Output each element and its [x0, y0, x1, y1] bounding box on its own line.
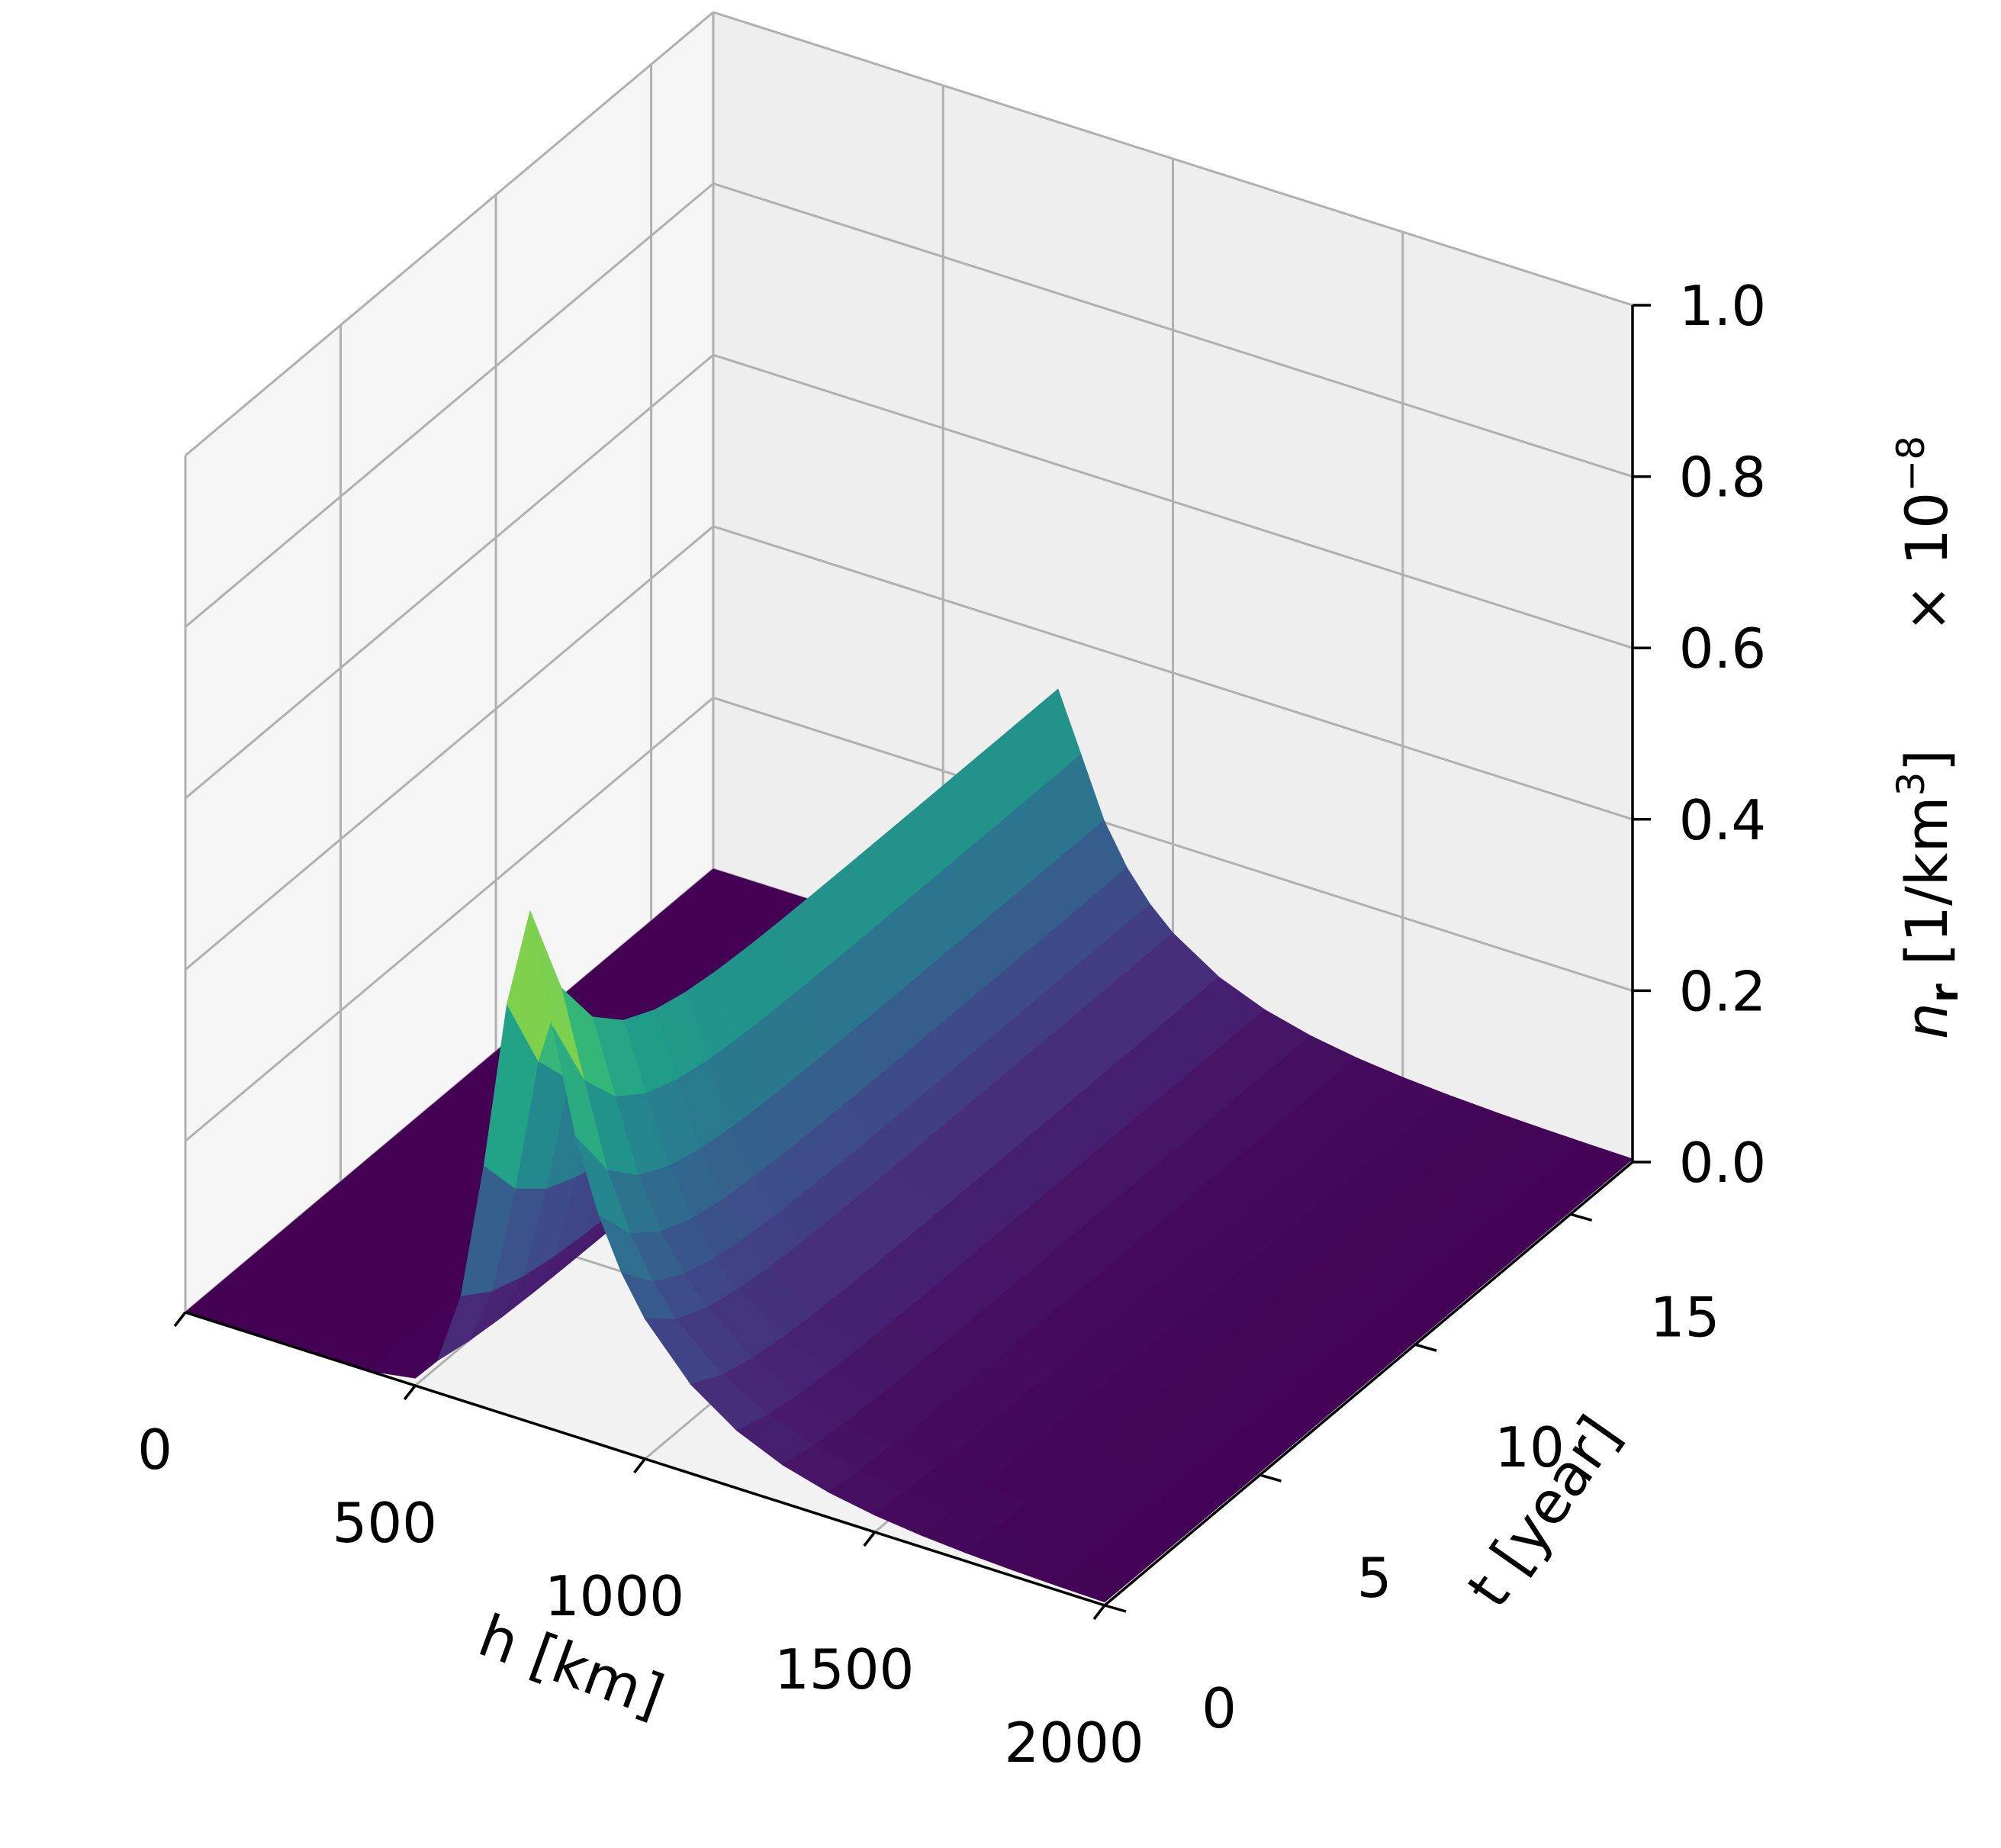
z-axis-label-sub: r	[1922, 984, 1967, 1003]
y-5-tick	[1259, 1473, 1282, 1483]
x-1500-tick	[863, 1531, 877, 1547]
y-0-tick-label: 0	[1202, 1676, 1237, 1740]
x-1500-tick-label: 1500	[774, 1637, 914, 1702]
z-0.6-tick-label: 0.6	[1679, 617, 1767, 681]
grid-left-z	[185, 354, 714, 800]
z-1.0-tick-label: 1.0	[1679, 274, 1767, 338]
y-0-tick	[1104, 1604, 1127, 1613]
z-0.4-tick-label: 0.4	[1679, 788, 1767, 852]
x-500-tick-label: 500	[333, 1491, 437, 1555]
x-2000-tick-label: 2000	[1004, 1711, 1144, 1775]
y-5-tick-label: 5	[1357, 1546, 1392, 1610]
z-0.0-tick-label: 0.0	[1679, 1131, 1767, 1195]
grid-left-z	[185, 182, 714, 628]
grid-back-z	[713, 353, 1633, 649]
z-axis-label: nr [1/km3]	[1889, 749, 1967, 1039]
z-axis-label-close: ]	[1893, 749, 1961, 772]
grid-back-z	[713, 182, 1633, 478]
y-axis-line	[1103, 1161, 1634, 1607]
x-0-tick	[173, 1311, 187, 1328]
z-axis-label-unit-sup: 3	[1889, 772, 1933, 797]
x-500-tick	[403, 1384, 417, 1401]
z-axis-label-unit: [1/km	[1893, 796, 1961, 965]
y-10-tick	[1414, 1343, 1437, 1352]
x-0-tick-label: 0	[137, 1418, 172, 1482]
z-axis-label-main: n	[1893, 1003, 1961, 1039]
z-0.8-tick-label: 0.8	[1679, 446, 1767, 510]
grid-left-z	[185, 525, 714, 971]
grid-back-z	[713, 696, 1633, 992]
x-1000-tick-label: 1000	[545, 1564, 684, 1628]
x-2000-tick	[1092, 1604, 1106, 1621]
y-15-tick-label: 15	[1650, 1285, 1720, 1349]
y-15-tick	[1570, 1212, 1593, 1222]
grid-left-z	[185, 11, 714, 457]
axis-ticks: 0 500 1000 1500 2000 0 5 10 15 0.0 0.2 0.4 0.6 0.8 1.0	[137, 274, 1766, 1775]
z-axis-offset-text: × 10−8	[1889, 436, 1961, 633]
x-1000-tick	[633, 1457, 646, 1474]
y-10-tick-label: 10	[1494, 1415, 1565, 1479]
surface-quad	[1057, 1560, 1137, 1603]
grid-left-z	[185, 697, 714, 1142]
z-offset-base: × 10	[1893, 492, 1961, 633]
grid-back-z	[713, 525, 1633, 821]
z-0.2-tick-label: 0.2	[1679, 959, 1767, 1023]
grid-back-z	[713, 11, 1633, 307]
z-offset-exp: −8	[1889, 436, 1933, 492]
surface-mesh	[184, 688, 1634, 1603]
